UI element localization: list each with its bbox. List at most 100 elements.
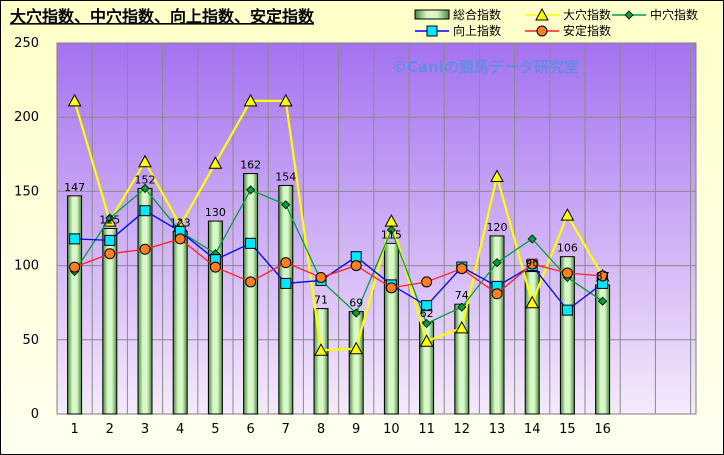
line-series [67, 93, 610, 356]
series-line [74, 187, 603, 325]
legend-item: 安定指数 [525, 23, 611, 38]
bar [67, 195, 83, 415]
bar [102, 228, 118, 415]
legend-label: 大穴指数 [563, 7, 611, 22]
y-tick-label: 0 [31, 407, 39, 422]
marker-square [104, 234, 116, 246]
x-tick-label: 4 [176, 422, 184, 437]
x-tick-label: 5 [211, 422, 219, 437]
bar-value-label: 120 [487, 221, 508, 234]
marker-triangle [67, 93, 82, 107]
bar [137, 187, 153, 415]
marker-diamond [598, 296, 608, 306]
series-line [74, 209, 603, 312]
watermark: ©Caniの競馬データ研究室 [392, 58, 579, 76]
marker-square [426, 25, 438, 37]
marker-triangle [349, 341, 364, 355]
marker-circle [385, 282, 397, 294]
bar [489, 235, 505, 415]
bar-value-label: 87 [596, 270, 610, 283]
marker-diamond [492, 258, 502, 268]
marker-circle [315, 271, 327, 283]
bar [383, 242, 399, 415]
marker-circle [69, 261, 81, 273]
series-triangle [67, 93, 610, 356]
bar [559, 256, 575, 415]
y-tick-label: 150 [14, 184, 39, 199]
marker-circle [421, 276, 433, 288]
bar-value-label: 71 [314, 294, 328, 307]
marker-triangle [490, 169, 504, 183]
marker-circle [561, 267, 573, 279]
bar-value-label: 162 [240, 159, 261, 172]
data-labels: 147 125 152 123 130 162 154 71 69 115 62 74 120 96 106… [64, 159, 610, 320]
y-tick-label: 200 [14, 110, 39, 125]
bar [172, 230, 188, 415]
marker-circle [491, 288, 503, 300]
y-tick-label: 50 [22, 333, 39, 348]
x-tick-label: 13 [489, 422, 506, 437]
marker-diamond [281, 200, 291, 210]
marker-circle [350, 260, 362, 272]
legend-label: 向上指数 [453, 23, 501, 38]
bar-value-label: 125 [99, 214, 120, 227]
x-tick-label: 16 [594, 422, 611, 437]
marker-diamond [457, 302, 467, 312]
marker-circle [174, 233, 186, 245]
bar [243, 173, 259, 415]
marker-triangle [535, 7, 549, 21]
bar-value-label: 115 [381, 228, 402, 241]
marker-square [139, 205, 151, 217]
x-tick-label: 7 [282, 422, 290, 437]
legend-item: 総合指数 [414, 7, 501, 22]
marker-triangle [560, 208, 575, 221]
marker-circle [597, 270, 609, 282]
marker-diamond [624, 10, 634, 20]
series-line [73, 99, 604, 352]
x-tick-label: 8 [317, 422, 325, 437]
marker-square [245, 237, 257, 249]
bar-value-label: 123 [170, 216, 191, 229]
marker-triangle [243, 93, 258, 107]
marker-square [421, 300, 433, 312]
marker-triangle [419, 334, 434, 347]
x-tick-label: 14 [524, 422, 541, 437]
marker-circle [526, 258, 538, 270]
marker-circle [139, 243, 151, 255]
marker-diamond [527, 234, 537, 244]
marker-triangle [454, 320, 469, 334]
legend-item: 中穴指数 [612, 7, 698, 22]
marker-square [69, 233, 81, 245]
marker-diamond [105, 213, 115, 223]
legend-item: 大穴指数 [525, 7, 611, 22]
bar-value-label: 152 [135, 173, 156, 186]
x-tick-label: 2 [106, 422, 114, 437]
marker-circle [280, 257, 292, 269]
marker-triangle [525, 295, 540, 309]
bar-value-label: 74 [455, 289, 469, 302]
marker-square [561, 304, 573, 316]
marker-square [280, 277, 292, 289]
marker-circle [104, 248, 116, 260]
marker-circle [209, 261, 221, 273]
marker-triangle [208, 156, 223, 169]
plot-area [56, 42, 697, 415]
marker-diamond [140, 183, 150, 193]
marker-triangle [278, 93, 293, 107]
bar [454, 303, 470, 415]
bar [313, 308, 329, 415]
marker-circle [245, 276, 257, 288]
marker-diamond [422, 318, 432, 329]
marker-diamond [351, 308, 361, 318]
legend-label: 総合指数 [453, 7, 501, 22]
marker-diamond [386, 225, 396, 235]
chart-title: 大穴指数、中穴指数、向上指数、安定指数 [10, 7, 315, 26]
x-tick-label: 15 [559, 422, 576, 437]
x-tick-label: 6 [246, 422, 254, 437]
x-tick-label: 9 [352, 422, 360, 437]
marker-triangle [314, 343, 328, 356]
